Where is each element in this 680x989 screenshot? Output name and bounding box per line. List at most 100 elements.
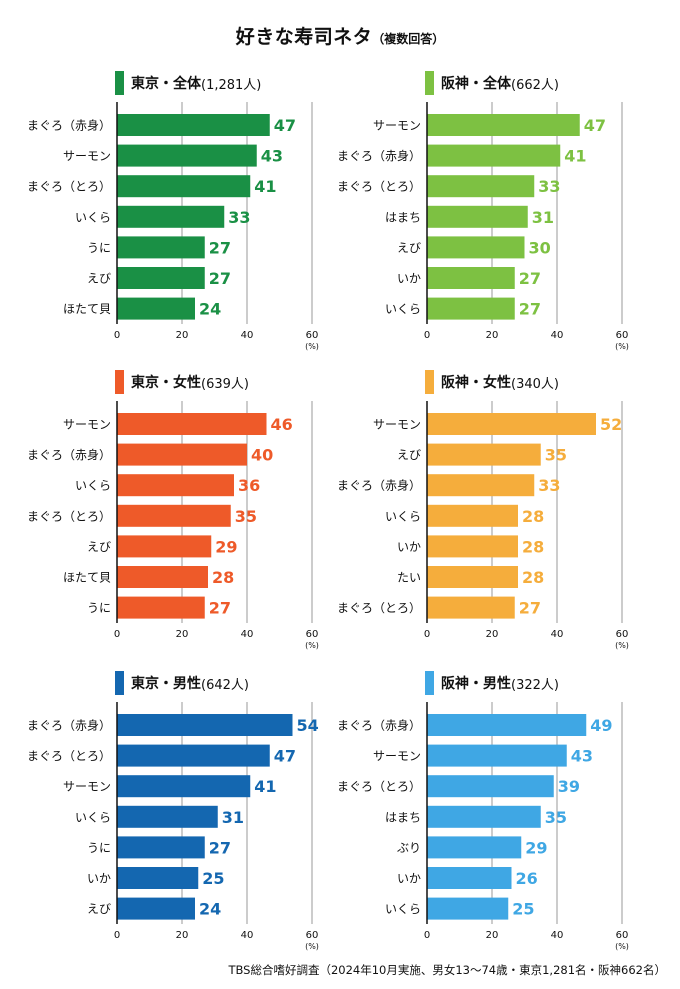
value-label: 30 (529, 238, 551, 257)
bar (117, 535, 212, 558)
value-label: 36 (238, 476, 260, 495)
title-main: 好きな寿司ネタ (235, 26, 373, 48)
value-label: 54 (297, 716, 319, 735)
value-label: 43 (571, 747, 593, 766)
category-label: サーモン (63, 780, 111, 794)
x-tick-label: 20 (486, 629, 499, 640)
bar (427, 443, 541, 466)
value-label: 41 (564, 147, 586, 166)
panel-tokyo-female: 東京・女性 (639人) サーモン 46 まぐろ（赤身） 40 いくら 36 まぐろ（とろ） 3… (2, 369, 322, 659)
x-tick-label: 40 (241, 330, 254, 341)
value-label: 25 (202, 869, 224, 888)
value-label: 35 (545, 808, 567, 827)
category-label: まぐろ（とろ） (27, 749, 111, 763)
bar (427, 267, 515, 289)
legend-swatch (425, 370, 434, 394)
bar (427, 805, 541, 828)
category-label: えび (397, 241, 421, 255)
x-tick-label: 20 (176, 930, 189, 941)
category-label: えび (87, 272, 111, 286)
value-label: 52 (600, 415, 622, 434)
bar (117, 744, 270, 767)
legend-swatch (115, 671, 124, 695)
bar (427, 775, 554, 798)
category-label: まぐろ（赤身） (27, 447, 111, 462)
value-label: 33 (538, 177, 560, 196)
bar (427, 535, 518, 558)
panel-header: 東京・男性 (642人) (115, 670, 249, 696)
category-label: たい (397, 571, 421, 585)
source-note: TBS総合嗜好調査（2024年10月実施、男女13〜74歳・東京1,281名・阪… (228, 963, 666, 977)
category-label: いくら (385, 902, 421, 916)
category-label: ほたて貝 (63, 571, 111, 585)
x-tick-label: 60 (306, 330, 319, 341)
bar (427, 566, 518, 588)
value-label: 24 (199, 300, 221, 319)
chart-title: 好きな寿司ネタ（複数回答） (0, 22, 680, 49)
category-label: いくら (385, 509, 421, 523)
value-label: 47 (274, 116, 296, 135)
x-tick-label: 0 (424, 629, 430, 640)
bar (427, 714, 587, 736)
x-tick-label: 20 (176, 330, 189, 341)
x-tick-label: 60 (616, 930, 629, 941)
x-tick-label: 0 (114, 330, 120, 341)
bar (427, 897, 509, 920)
x-tick-label: 0 (114, 629, 120, 640)
x-tick-label: 60 (616, 629, 629, 640)
bar (117, 114, 270, 136)
bar (117, 775, 251, 798)
value-label: 27 (519, 300, 541, 319)
bar (427, 596, 515, 619)
category-label: うに (87, 241, 111, 255)
category-label: えび (397, 448, 421, 462)
x-tick-label: 60 (306, 930, 319, 941)
bar (427, 175, 535, 198)
value-label: 47 (584, 116, 606, 135)
category-label: えび (87, 540, 111, 554)
panel-hanshin-male: 阪神・男性 (322人) まぐろ（赤身） 49 サーモン 43 まぐろ（とろ） 39 はまち 3… (312, 670, 632, 960)
value-label: 24 (199, 900, 221, 919)
category-label: サーモン (373, 119, 421, 133)
category-label: サーモン (63, 149, 111, 163)
category-label: まぐろ（赤身） (337, 718, 421, 733)
category-label: サーモン (373, 749, 421, 763)
value-label: 27 (209, 238, 231, 257)
bar-chart-tokyo-female: サーモン 46 まぐろ（赤身） 40 いくら 36 まぐろ（とろ） 35 えび 29 ほたて貝 28 う… (27, 401, 319, 650)
panel-header: 東京・全体 (1,281人) (115, 70, 261, 96)
value-label: 27 (209, 269, 231, 288)
panel-title: 阪神・女性 (441, 375, 511, 391)
bar (117, 443, 247, 466)
panel-count: (642人) (201, 677, 249, 693)
bar-chart-hanshin-female: サーモン 52 えび 35 まぐろ（赤身） 33 いくら 28 いか 28 たい 28 まぐろ（とろ） 2… (337, 401, 629, 650)
panel-count: (340人) (511, 376, 559, 392)
panel-title: 東京・男性 (131, 676, 201, 692)
x-tick-label: 20 (486, 330, 499, 341)
bar (117, 205, 225, 228)
bar (427, 205, 528, 228)
category-label: まぐろ（とろ） (27, 180, 111, 194)
bar (427, 236, 525, 259)
x-tick-label: 60 (306, 629, 319, 640)
category-label: いか (397, 540, 421, 554)
panel-hanshin-female: 阪神・女性 (340人) サーモン 52 えび 35 まぐろ（赤身） 33 いくら 28 いか 28… (312, 369, 632, 659)
bar (427, 297, 515, 320)
category-label: サーモン (373, 418, 421, 432)
x-tick-label: 40 (551, 629, 564, 640)
bar (117, 596, 205, 619)
panel-count: (639人) (201, 376, 249, 392)
value-label: 49 (590, 716, 612, 735)
bar (427, 114, 580, 136)
bar (427, 744, 567, 767)
panel-tokyo-male: 東京・男性 (642人) まぐろ（赤身） 54 まぐろ（とろ） 47 サーモン 41 いくら 3… (2, 670, 322, 960)
x-axis-unit: (%) (305, 942, 319, 951)
panel-hanshin-all: 阪神・全体 (662人) サーモン 47 まぐろ（赤身） 41 まぐろ（とろ） 33 はまち 3… (312, 70, 632, 360)
value-label: 27 (209, 838, 231, 857)
bar (117, 236, 205, 259)
panel-tokyo-all: 東京・全体 (1,281人) まぐろ（赤身） 47 サーモン 43 まぐろ（とろ） 41 いく… (2, 70, 322, 360)
value-label: 28 (212, 568, 234, 587)
x-tick-label: 0 (424, 930, 430, 941)
value-label: 27 (519, 599, 541, 618)
value-label: 29 (525, 838, 547, 857)
category-label: まぐろ（とろ） (27, 509, 111, 523)
